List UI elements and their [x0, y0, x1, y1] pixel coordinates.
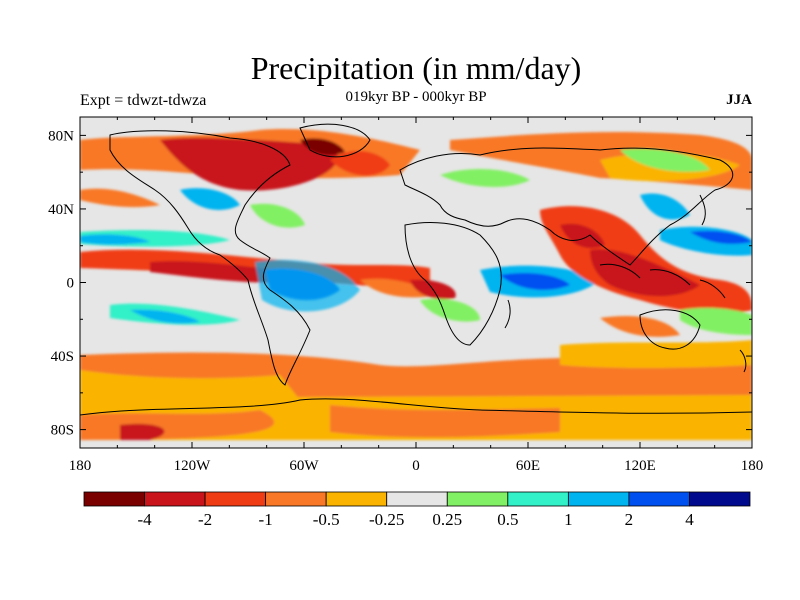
- colorbar-swatch: [325, 491, 388, 507]
- coastlines: [80, 123, 752, 416]
- amazon-wet: [255, 259, 360, 312]
- y-tick-label: 0: [67, 276, 75, 292]
- y-tick-label: 40N: [48, 202, 74, 218]
- experiment-label: Expt = tdwzt-tdwza: [80, 92, 207, 109]
- colorbar-swatch: [386, 491, 448, 507]
- colorbar-label: 0.5: [497, 510, 518, 529]
- colorbar-labels: -4 -2 -1 -0.5 -0.25 0.25 0.5 1 2 4: [137, 510, 694, 529]
- greenland-dry-extreme: [300, 138, 345, 155]
- colorbar-swatch: [628, 491, 690, 507]
- colorbar-label: -0.5: [313, 510, 340, 529]
- africa-outline: [404, 221, 502, 346]
- colorbar-swatch: [265, 491, 327, 507]
- colorbar-label: 2: [625, 510, 634, 529]
- colorbar-label: -2: [198, 510, 212, 529]
- antarctic-coast-dry-strong: [120, 423, 165, 440]
- x-tick-label: 180: [741, 458, 764, 474]
- japan-outline: [699, 194, 706, 226]
- colorbar-label: 1: [564, 510, 573, 529]
- antarctic-coast-dry: [330, 405, 560, 438]
- y-tick-label: 80N: [48, 128, 74, 144]
- americas-outline: [109, 130, 311, 386]
- southern-band-weak-3: [560, 340, 752, 369]
- pacific-north-wet-core: [80, 234, 150, 245]
- new-zealand-outline: [739, 349, 747, 373]
- colorbar-swatch: [83, 491, 145, 507]
- greenland-outline: [299, 123, 371, 158]
- madagascar-outline: [504, 299, 511, 329]
- india-dry-strong: [560, 223, 605, 249]
- pacific-north-dry: [80, 188, 160, 208]
- siberia-wet-weak: [620, 148, 710, 172]
- southern-band-weak-2: [80, 370, 300, 410]
- southwest-pacific-wet: [680, 307, 752, 335]
- x-tick-label: 180: [69, 458, 92, 474]
- colorbar-label: -4: [137, 510, 152, 529]
- australia-outline: [639, 309, 701, 350]
- colorbar-swatch: [689, 491, 751, 507]
- eurasia-outline: [399, 147, 733, 266]
- colorbar-label: 4: [685, 510, 694, 529]
- north-america-wet: [180, 188, 240, 210]
- europe-wet-weak: [440, 168, 530, 187]
- australia-dry: [600, 315, 680, 337]
- colorbar-label: -1: [259, 510, 273, 529]
- east-asia-wet: [640, 193, 690, 220]
- north-atlantic-dry-core: [330, 150, 390, 176]
- atlantic-wet-weak: [250, 203, 305, 228]
- season-label: JJA: [726, 92, 752, 108]
- map-field: [80, 117, 752, 448]
- north-america-dry-strong: [160, 137, 338, 191]
- x-axis-labels: 180 120W 60W 0 60E 120E 180: [69, 458, 764, 474]
- colorbar: [83, 491, 751, 507]
- y-axis-labels: 80N 40N 0 40S 80S: [48, 128, 74, 438]
- plot-title: Precipitation (in mm/day): [250, 50, 582, 86]
- colorbar-swatch: [507, 491, 569, 507]
- south-atlantic-wet-weak: [420, 298, 480, 322]
- colorbar-swatch: [204, 491, 267, 507]
- maritime-continent-outline: [599, 263, 726, 299]
- colorbar-label: -0.25: [369, 510, 404, 529]
- africa-wet-strong: [500, 273, 570, 290]
- colorbar-label: 0.25: [432, 510, 462, 529]
- colorbar-swatch: [144, 491, 206, 507]
- colorbar-swatch: [446, 491, 509, 507]
- x-tick-label: 120E: [624, 458, 656, 474]
- maritime-continent-dry-strong: [590, 249, 700, 297]
- x-tick-label: 0: [412, 458, 420, 474]
- y-tick-label: 80S: [51, 423, 74, 439]
- west-pacific-wet-strong: [690, 230, 752, 244]
- axis-ticks: [79, 117, 753, 448]
- x-tick-label: 60E: [516, 458, 540, 474]
- y-tick-label: 40S: [51, 349, 74, 365]
- colorbar-swatch: [567, 491, 630, 507]
- x-tick-label: 60W: [289, 458, 319, 474]
- atlantic-dry: [360, 278, 440, 298]
- south-pacific-wet-core: [130, 309, 200, 324]
- x-tick-label: 120W: [174, 458, 212, 474]
- time-period-label: 019kyr BP - 000kyr BP: [345, 89, 487, 105]
- antarctica-outline: [80, 398, 752, 416]
